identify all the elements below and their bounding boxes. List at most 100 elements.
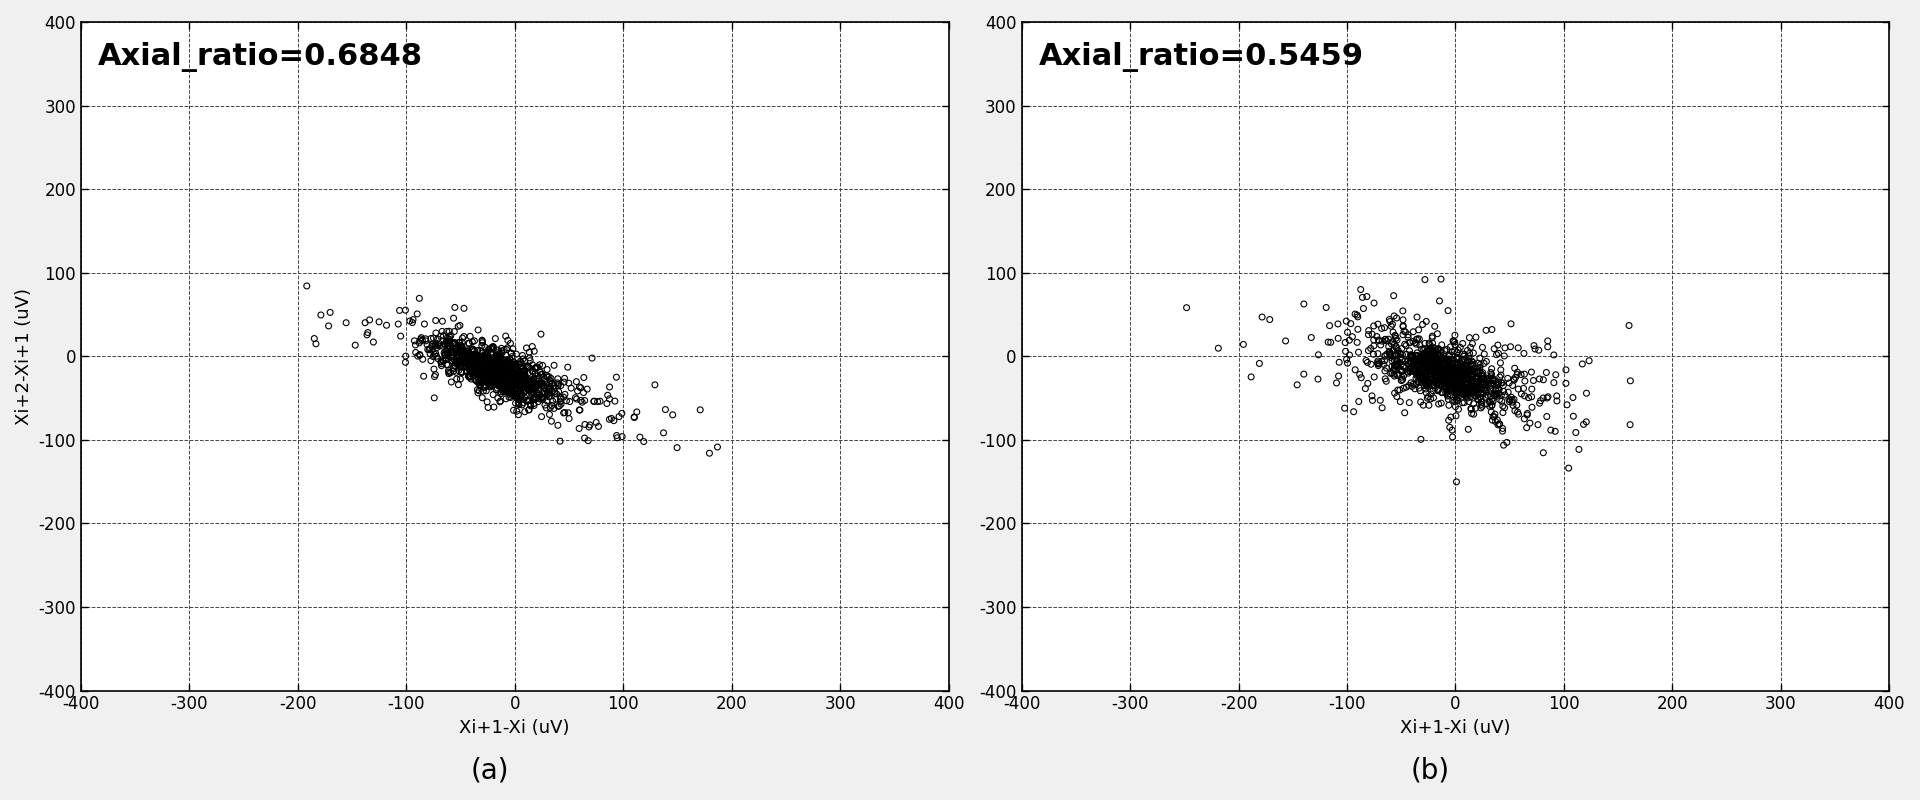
Point <box>478 356 509 369</box>
Point <box>505 375 536 388</box>
Point <box>497 404 528 417</box>
Point <box>1423 356 1453 369</box>
Point <box>468 358 499 371</box>
Point <box>515 382 545 395</box>
Point <box>1244 357 1275 370</box>
Point <box>509 391 540 404</box>
Point <box>511 380 541 393</box>
Point <box>482 365 513 378</box>
Point <box>507 388 538 401</box>
Point <box>499 356 530 369</box>
Point <box>442 355 472 368</box>
Point <box>511 374 541 386</box>
Point <box>313 319 344 332</box>
Point <box>474 373 505 386</box>
Point <box>1423 354 1453 366</box>
Point <box>1453 352 1484 365</box>
Point <box>1486 377 1517 390</box>
Point <box>490 344 520 357</box>
Point <box>1482 382 1513 395</box>
Point <box>1404 382 1434 394</box>
Point <box>1386 348 1417 361</box>
Point <box>432 346 463 359</box>
Point <box>1409 367 1440 380</box>
Point <box>524 383 555 396</box>
Point <box>476 367 507 380</box>
Point <box>476 361 507 374</box>
Point <box>1467 367 1498 380</box>
Point <box>1428 363 1459 376</box>
Point <box>486 383 516 396</box>
Point <box>488 368 518 381</box>
Point <box>438 362 468 375</box>
Point <box>486 344 516 357</box>
Point <box>401 307 432 320</box>
Point <box>528 379 559 392</box>
Point <box>444 339 474 352</box>
Point <box>1517 382 1548 395</box>
Point <box>482 376 513 389</box>
Point <box>478 370 509 382</box>
Point <box>534 408 564 421</box>
Point <box>1434 364 1465 377</box>
Point <box>1421 368 1452 381</box>
Point <box>492 367 522 380</box>
Point <box>1461 378 1492 390</box>
Point <box>532 394 563 407</box>
Point <box>1386 342 1417 355</box>
Point <box>1444 370 1475 383</box>
Point <box>1444 377 1475 390</box>
Point <box>1500 404 1530 417</box>
Point <box>1386 371 1417 384</box>
Point <box>518 381 549 394</box>
Point <box>476 366 507 379</box>
Point <box>574 421 605 434</box>
Point <box>695 447 726 460</box>
Point <box>1480 387 1511 400</box>
Point <box>1417 365 1448 378</box>
Point <box>1427 364 1457 377</box>
Point <box>1413 356 1444 369</box>
Point <box>1419 320 1450 333</box>
Point <box>1427 362 1457 374</box>
Point <box>1505 368 1536 381</box>
Point <box>568 386 599 399</box>
Point <box>1455 363 1486 376</box>
Point <box>492 382 522 394</box>
Point <box>574 418 605 431</box>
Point <box>480 364 511 377</box>
Point <box>1417 331 1448 344</box>
Point <box>445 344 476 357</box>
Point <box>1494 395 1524 408</box>
Point <box>1482 390 1513 402</box>
Point <box>1475 390 1505 402</box>
Point <box>484 364 515 377</box>
Point <box>1423 366 1453 378</box>
Point <box>1557 391 1588 404</box>
Point <box>1427 371 1457 384</box>
Point <box>1434 365 1465 378</box>
Point <box>507 382 538 395</box>
Point <box>1417 373 1448 386</box>
Point <box>1450 372 1480 385</box>
Point <box>501 376 532 389</box>
Point <box>1342 323 1373 336</box>
Point <box>501 360 532 373</box>
Point <box>507 378 538 391</box>
Point <box>484 375 515 388</box>
Point <box>1407 348 1438 361</box>
Point <box>1450 367 1480 380</box>
Point <box>1402 333 1432 346</box>
Point <box>488 373 518 386</box>
Point <box>599 414 630 427</box>
Point <box>453 345 484 358</box>
Point <box>1421 346 1452 358</box>
Point <box>492 379 522 392</box>
Point <box>1428 362 1459 375</box>
Point <box>1415 358 1446 370</box>
Point <box>1482 418 1513 431</box>
Point <box>484 353 515 366</box>
Point <box>568 432 599 445</box>
Point <box>470 354 501 366</box>
Point <box>467 366 497 378</box>
